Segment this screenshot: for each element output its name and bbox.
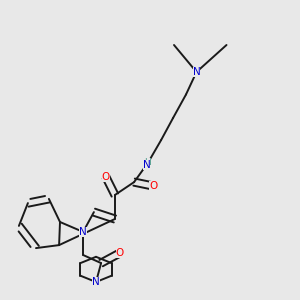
- Text: N: N: [142, 160, 150, 170]
- Text: O: O: [116, 248, 124, 258]
- Text: N: N: [92, 277, 100, 287]
- Text: O: O: [149, 181, 157, 191]
- Text: O: O: [102, 172, 110, 182]
- Text: N: N: [79, 227, 87, 237]
- Text: N: N: [193, 67, 200, 77]
- Text: H: H: [145, 158, 151, 167]
